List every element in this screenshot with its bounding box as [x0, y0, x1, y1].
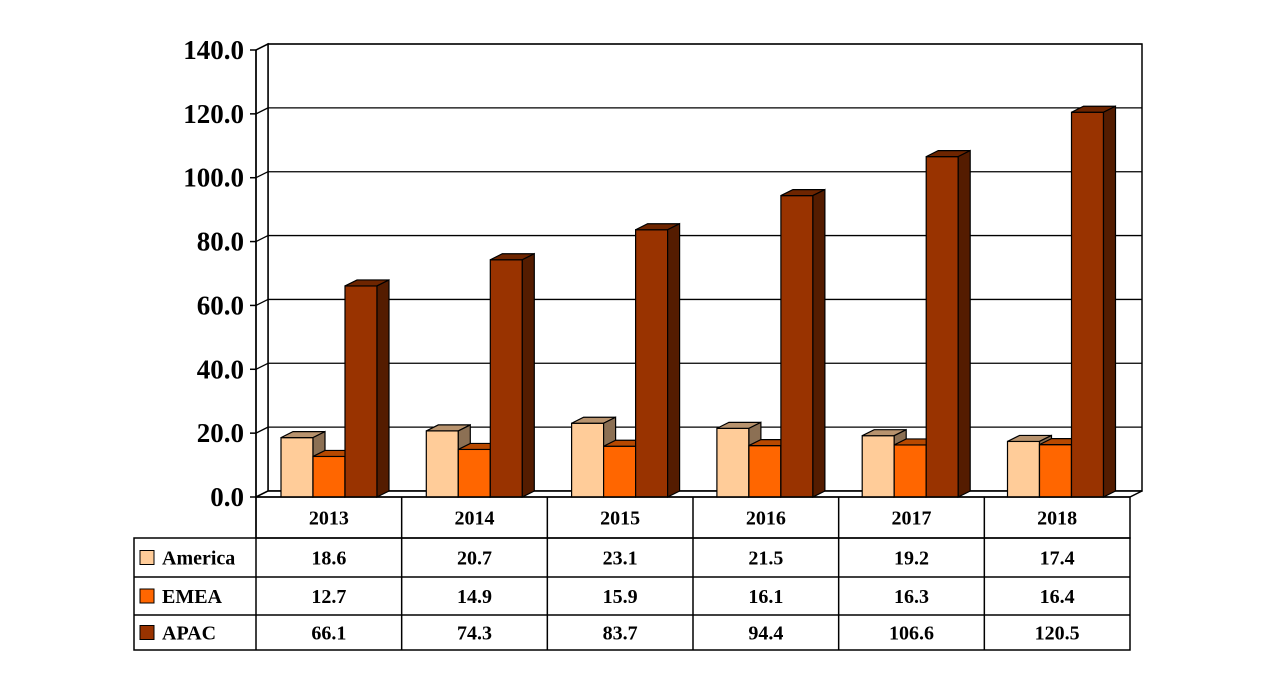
category-label: 2016 — [746, 508, 786, 530]
data-label: 16.3 — [894, 586, 929, 608]
data-label: 21.5 — [748, 548, 783, 570]
data-label: 74.3 — [457, 623, 492, 645]
plot-walls — [255, 42, 1143, 499]
bar — [716, 427, 750, 498]
bar — [1070, 111, 1105, 498]
bars — [280, 105, 1117, 498]
bar — [489, 259, 523, 498]
legend-label: APAC — [162, 623, 216, 645]
data-label: 83.7 — [603, 623, 638, 645]
bar-side — [1102, 105, 1117, 498]
bar — [1038, 444, 1073, 498]
bar — [634, 229, 669, 498]
category-label: 2018 — [1037, 508, 1077, 530]
legend-label: EMEA — [162, 586, 223, 608]
data-label: 23.1 — [603, 548, 638, 570]
bar — [312, 455, 346, 498]
bar-side — [957, 149, 971, 498]
data-label: 94.4 — [748, 623, 783, 645]
bar-side — [666, 222, 681, 498]
category-label: 2013 — [309, 508, 349, 530]
y-tick-label: 80.0 — [197, 227, 244, 257]
category-label: 2014 — [455, 508, 495, 530]
gridline-side — [255, 107, 269, 115]
bar — [280, 437, 314, 498]
data-label: 120.5 — [1035, 623, 1080, 645]
y-tick-label: 60.0 — [197, 290, 244, 320]
y-tick-label: 100.0 — [183, 163, 244, 193]
data-label: 106.6 — [889, 623, 934, 645]
gridline-side — [255, 43, 269, 51]
back-wall — [267, 43, 1143, 492]
y-axis: 0.0 20.0 40.0 60.0 80.0 100.0 120.0 140.0 — [183, 35, 257, 512]
bar — [425, 430, 459, 498]
bar — [780, 194, 814, 498]
gridline-side — [255, 171, 269, 179]
gridline-side — [255, 234, 269, 243]
data-label: 19.2 — [894, 548, 929, 570]
bar — [344, 285, 378, 498]
data-label: 20.7 — [457, 548, 492, 570]
bar — [1006, 440, 1041, 498]
legend-label: America — [162, 548, 235, 570]
legend-swatch — [139, 625, 155, 640]
bar — [748, 444, 782, 498]
bar — [602, 445, 637, 498]
gridlines — [255, 43, 1142, 498]
y-tick-label: 0.0 — [210, 482, 244, 512]
bar — [893, 444, 927, 498]
bar — [925, 156, 959, 498]
gridline-side — [255, 298, 269, 307]
data-label: 66.1 — [311, 623, 346, 645]
y-tick-label: 120.0 — [183, 99, 244, 129]
bar-side — [376, 278, 390, 498]
bar-side — [812, 188, 826, 498]
data-label: 18.6 — [311, 548, 346, 570]
gridline-side — [255, 426, 269, 434]
category-label: 2015 — [600, 508, 640, 530]
bar — [457, 448, 491, 498]
data-label: 17.4 — [1040, 548, 1075, 570]
gridline-side — [255, 490, 269, 498]
bar — [570, 422, 605, 498]
data-label: 15.9 — [603, 586, 638, 608]
y-tick-label: 40.0 — [197, 354, 244, 384]
data-label: 16.4 — [1040, 586, 1075, 608]
legend-swatch — [139, 550, 155, 565]
data-label: 12.7 — [311, 586, 346, 608]
y-tick-label: 20.0 — [197, 418, 244, 448]
y-tick-label: 140.0 — [183, 35, 244, 65]
bar — [861, 435, 895, 498]
data-label: 14.9 — [457, 586, 492, 608]
legend-swatch — [139, 588, 155, 604]
gridline-side — [255, 362, 269, 370]
table-body — [133, 537, 1131, 651]
data-label: 16.1 — [748, 586, 783, 608]
category-label: 2017 — [892, 508, 932, 530]
data-table: 2013 2014 2015 2016 2017 2018 America 18.6 20.7 2… — [133, 496, 1131, 651]
bar-side — [521, 252, 535, 498]
side-wall — [255, 42, 269, 499]
